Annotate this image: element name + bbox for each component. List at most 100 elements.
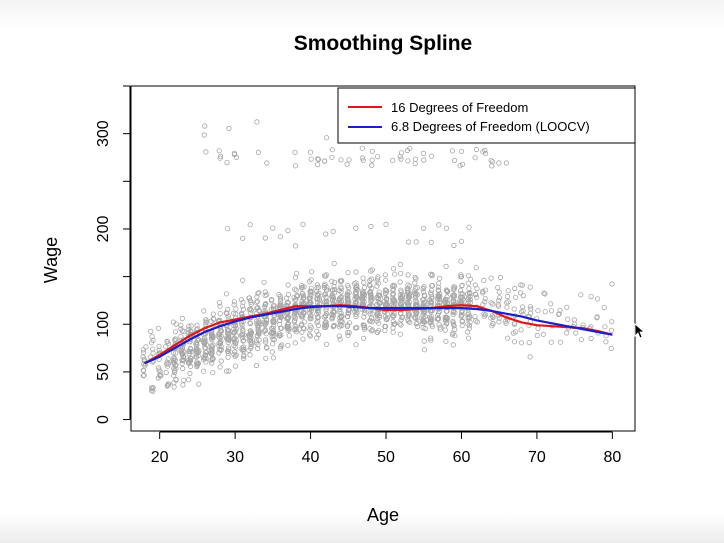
data-point xyxy=(502,318,508,324)
data-point xyxy=(361,324,367,331)
data-point xyxy=(481,277,487,283)
data-point xyxy=(165,356,171,362)
data-point xyxy=(360,290,366,296)
data-point xyxy=(203,355,209,361)
data-point xyxy=(412,288,418,294)
data-point xyxy=(391,313,397,319)
data-point xyxy=(382,272,388,278)
data-point xyxy=(353,311,359,317)
data-point xyxy=(421,289,427,295)
data-point xyxy=(217,346,223,352)
data-point xyxy=(535,308,541,314)
data-point xyxy=(292,243,299,249)
data-point xyxy=(383,277,389,283)
data-point xyxy=(217,330,223,336)
data-point xyxy=(331,279,338,285)
data-point xyxy=(458,313,464,319)
data-point xyxy=(594,296,601,302)
data-point xyxy=(352,291,358,297)
data-point xyxy=(270,303,277,309)
data-point xyxy=(594,315,600,321)
data-point xyxy=(428,153,435,159)
data-point xyxy=(223,335,230,341)
data-point xyxy=(323,323,329,329)
data-point xyxy=(354,324,360,331)
data-point xyxy=(164,338,170,344)
data-point xyxy=(382,290,389,296)
data-point xyxy=(437,291,443,297)
data-point xyxy=(216,331,222,337)
data-point xyxy=(429,283,435,289)
data-point xyxy=(149,333,155,340)
data-point xyxy=(276,291,282,298)
data-point xyxy=(254,119,260,125)
data-point xyxy=(246,295,252,301)
data-point xyxy=(292,149,298,155)
data-point xyxy=(391,321,398,327)
data-point xyxy=(369,285,375,291)
data-point xyxy=(466,295,472,301)
data-point xyxy=(262,322,268,328)
data-point xyxy=(225,313,231,319)
data-point xyxy=(368,268,374,274)
data-point xyxy=(497,274,504,281)
data-point xyxy=(247,352,253,358)
data-point xyxy=(480,149,486,155)
data-point xyxy=(329,292,336,298)
data-point xyxy=(345,332,351,338)
data-point xyxy=(263,339,269,345)
data-point xyxy=(233,352,239,358)
data-point xyxy=(369,296,375,303)
data-point xyxy=(292,286,298,292)
data-point xyxy=(413,276,419,282)
data-point xyxy=(255,345,261,352)
data-point xyxy=(556,311,562,317)
data-point xyxy=(496,319,502,325)
data-point xyxy=(392,271,398,277)
data-point xyxy=(201,340,207,346)
data-point xyxy=(398,317,404,323)
data-point xyxy=(156,343,162,349)
data-point xyxy=(428,337,434,343)
data-point xyxy=(382,327,388,334)
data-point xyxy=(231,299,237,305)
data-point xyxy=(361,299,367,305)
data-point xyxy=(609,281,615,287)
data-point xyxy=(178,322,184,328)
data-point xyxy=(421,225,427,231)
data-point xyxy=(261,329,267,335)
data-point xyxy=(511,285,518,292)
data-point xyxy=(202,352,208,358)
data-point xyxy=(360,275,366,281)
data-point xyxy=(368,223,374,230)
data-point xyxy=(330,228,336,234)
data-point xyxy=(504,304,510,310)
data-point xyxy=(345,269,351,276)
data-point xyxy=(279,342,285,348)
data-point xyxy=(226,125,232,132)
data-point xyxy=(203,321,209,327)
data-point xyxy=(306,332,313,338)
spline-lines xyxy=(144,304,613,365)
data-point xyxy=(421,309,427,315)
data-point xyxy=(216,299,223,306)
data-point xyxy=(233,333,240,339)
data-point xyxy=(337,309,343,315)
data-point xyxy=(201,308,207,314)
data-point xyxy=(361,279,367,286)
data-point xyxy=(217,340,224,346)
data-point xyxy=(164,361,170,367)
data-point xyxy=(216,148,222,154)
data-point xyxy=(360,297,366,304)
data-point xyxy=(451,242,457,249)
data-point xyxy=(517,290,524,296)
data-point xyxy=(344,291,350,298)
data-point xyxy=(429,296,435,302)
data-point xyxy=(293,270,300,276)
data-point xyxy=(149,386,156,392)
data-point xyxy=(240,303,246,309)
data-point xyxy=(218,346,224,353)
data-point xyxy=(285,228,291,234)
data-point xyxy=(496,160,502,166)
data-point xyxy=(353,283,360,289)
